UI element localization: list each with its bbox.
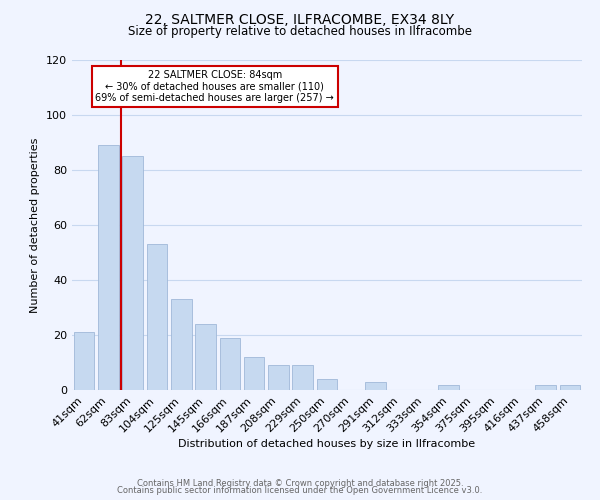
Y-axis label: Number of detached properties: Number of detached properties [31,138,40,312]
Bar [560,384,580,390]
Bar [244,357,265,390]
Bar [195,324,216,390]
Text: 22, SALTMER CLOSE, ILFRACOMBE, EX34 8LY: 22, SALTMER CLOSE, ILFRACOMBE, EX34 8LY [145,12,455,26]
Bar [220,338,240,390]
Bar [146,244,167,390]
Text: Contains HM Land Registry data © Crown copyright and database right 2025.: Contains HM Land Registry data © Crown c… [137,478,463,488]
Bar [317,379,337,390]
Text: Size of property relative to detached houses in Ilfracombe: Size of property relative to detached ho… [128,25,472,38]
Bar [171,299,191,390]
Text: Contains public sector information licensed under the Open Government Licence v3: Contains public sector information licen… [118,486,482,495]
Bar [268,365,289,390]
Bar [74,332,94,390]
Text: 22 SALTMER CLOSE: 84sqm
← 30% of detached houses are smaller (110)
69% of semi-d: 22 SALTMER CLOSE: 84sqm ← 30% of detache… [95,70,334,103]
Bar [122,156,143,390]
Bar [292,365,313,390]
Bar [438,384,459,390]
Bar [98,145,119,390]
Bar [535,384,556,390]
Bar [365,382,386,390]
X-axis label: Distribution of detached houses by size in Ilfracombe: Distribution of detached houses by size … [178,440,476,450]
